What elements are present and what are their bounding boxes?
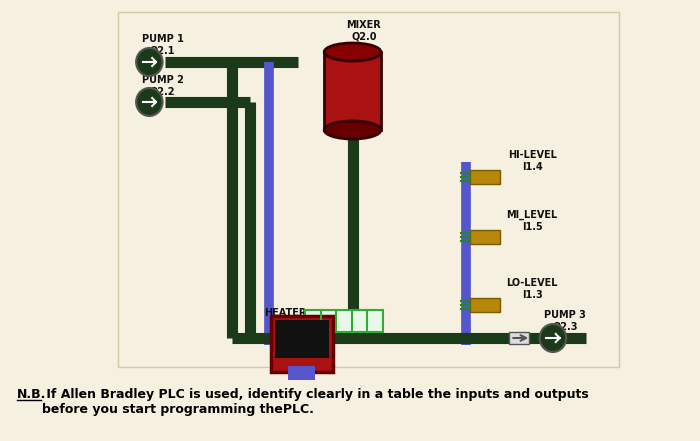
Bar [305, 310, 383, 332]
Circle shape [136, 88, 162, 116]
Bar [508, 332, 529, 344]
Text: MI_LEVEL
I1.5: MI_LEVEL I1.5 [507, 210, 558, 232]
Bar [470, 230, 500, 244]
Circle shape [540, 324, 566, 352]
Text: LO-LEVEL
I1.3: LO-LEVEL I1.3 [506, 278, 558, 299]
Circle shape [136, 48, 162, 76]
Text: MIXER
Q2.0: MIXER Q2.0 [346, 20, 382, 41]
Bar [275, 320, 329, 358]
Bar [272, 316, 332, 372]
Ellipse shape [324, 121, 381, 139]
Text: N.B.: N.B. [17, 388, 46, 401]
Bar [118, 12, 619, 367]
Text: HI-LEVEL
I1.4: HI-LEVEL I1.4 [508, 150, 556, 172]
Bar [470, 170, 500, 184]
Text: If Allen Bradley PLC is used, identify clearly in a table the inputs and outputs: If Allen Bradley PLC is used, identify c… [41, 388, 588, 416]
Bar [288, 366, 315, 380]
Ellipse shape [324, 43, 381, 61]
Bar [324, 52, 381, 130]
Text: PUMP 3
Q2.3: PUMP 3 Q2.3 [545, 310, 586, 332]
Bar [470, 298, 500, 312]
Text: HEATER
Q2.4: HEATER Q2.4 [265, 308, 307, 329]
Text: PUMP 1
Q2.1: PUMP 1 Q2.1 [141, 34, 183, 56]
Text: PUMP 2
Q2.2: PUMP 2 Q2.2 [141, 75, 183, 97]
